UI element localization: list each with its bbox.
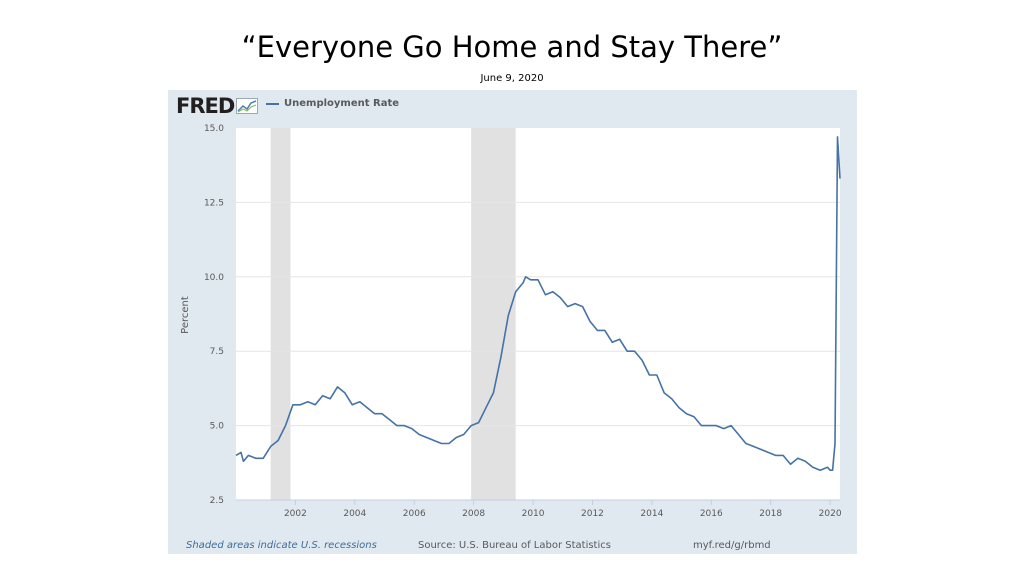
fred-logo[interactable]: FRED [176,94,259,118]
y-tick-label-4: 5.0 [210,422,225,432]
slide-subtitle: June 9, 2020 [480,73,544,84]
short-link[interactable]: myf.red/g/rbmd [693,540,771,551]
x-tick-label-7: 2016 [700,509,723,519]
slide-title: “Everyone Go Home and Stay There” [241,30,783,64]
recession-band-0 [270,128,291,500]
x-tick-label-6: 2014 [640,509,663,519]
x-tick-label-3: 2008 [462,509,485,519]
x-tick-label-4: 2010 [522,509,545,519]
unemployment-rate-line [235,136,841,472]
fred-logo-text: FRED [176,94,235,118]
x-tick-label-9: 2020 [819,509,842,519]
recession-note: Shaded areas indicate U.S. recessions [186,540,377,551]
x-tick-label-0: 2002 [284,509,307,519]
y-axis-label: Percent [180,296,191,334]
x-tick-label-2: 2006 [403,509,426,519]
fred-graph-icon [236,98,259,114]
legend-label: Unemployment Rate [284,98,400,109]
chart-legend: Unemployment Rate [266,98,399,109]
source-text: Source: U.S. Bureau of Labor Statistics [418,540,611,551]
y-tick-label-3: 7.5 [210,347,224,357]
x-tick-label-5: 2012 [581,509,604,519]
y-tick-label-0: 15.0 [204,124,224,134]
y-tick-label-2: 10.0 [204,273,224,283]
legend-swatch [266,102,279,105]
x-tick-label-1: 2004 [343,509,366,519]
plot-area [236,128,840,500]
x-tick-label-8: 2018 [759,509,782,519]
y-tick-label-1: 12.5 [204,198,224,208]
y-tick-label-5: 2.5 [210,496,224,506]
